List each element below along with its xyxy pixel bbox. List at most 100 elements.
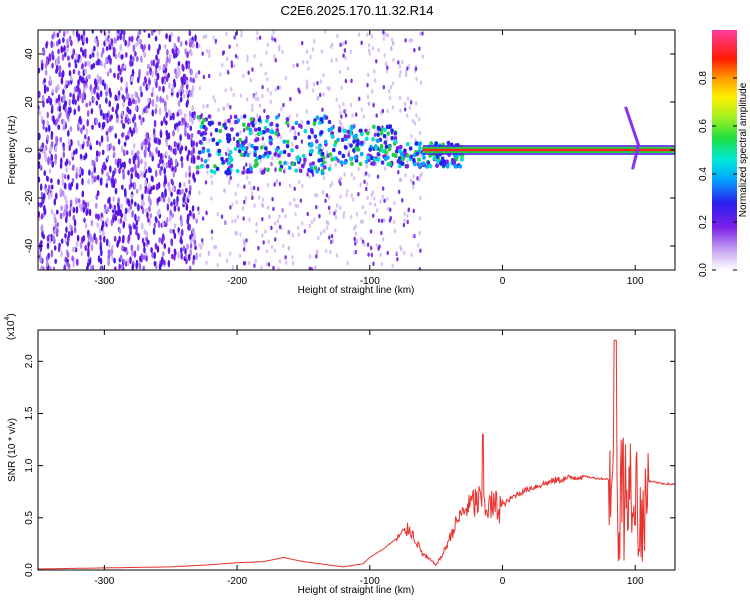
spectrogram-cell [150,92,154,98]
spectrogram-cell [344,145,348,150]
spectrogram-cell [145,107,149,114]
spectrogram-cell [81,168,84,176]
spectrogram-cell [77,53,81,60]
spectrogram-cell [136,244,140,252]
spectrogram-cell [346,188,349,194]
spectrogram-cell [184,145,188,152]
spectrogram-cell [133,250,137,258]
spectrogram-cell [187,149,191,156]
spectrogram-cell [344,56,347,61]
spectrogram-cell [93,45,96,52]
spectrogram-cell [220,214,224,219]
spectrogram-cell [328,210,331,215]
spectrogram-cell [389,84,393,90]
spectrogram-cell [274,221,277,226]
spectrogram-cell [53,198,57,206]
spectrogram-cell [132,158,136,165]
spectrogram-cell [203,159,208,164]
spectrogram-cell [148,142,151,149]
spectrogram-cell [343,172,346,177]
spectrogram-cell [394,149,399,154]
spectrogram-cell [136,56,139,62]
spectrogram-cell [228,251,232,256]
spectrogram-cell [264,71,267,77]
spectrogram-cell [73,226,77,234]
spectrogram-cell [331,238,335,244]
spectrogram-cell [136,155,140,162]
spectrogram-cell [330,42,334,47]
spectrogram-cell [358,128,363,133]
spectrogram-cell [458,164,463,169]
spectrogram-cell [195,165,200,170]
spectrogram-cell [159,152,163,161]
spectrogram-cell [261,216,264,222]
spectrogram-cell [40,265,43,270]
spectrogram-cell [370,34,373,39]
spectrogram-cell [418,163,422,168]
spectrogram-cell [42,192,46,200]
spectrogram-cell [137,232,140,241]
spectrogram-cell [202,104,205,109]
spectrogram-cell [47,124,51,133]
spectrogram-cell [295,113,299,118]
spectrogram-cell [137,160,141,166]
spectrogram-cell [55,136,59,143]
spectrogram-cell [117,51,121,59]
spectrogram-cell [338,177,341,182]
spectrogram-cell [350,78,353,84]
spectrogram-cell [379,252,382,258]
spectrogram-cell [85,102,88,108]
spectrogram-cell [346,129,351,135]
spectrogram-cell [43,77,47,84]
spectrogram-cell [105,56,108,65]
spectrogram-cell [366,195,369,201]
spectrogram-cell [351,197,355,202]
spectrogram-cell [50,40,54,49]
spectrogram-cell [137,173,140,180]
spectrogram-cell [63,208,67,215]
spectrogram-cell [197,206,200,212]
spectrogram-cell [349,49,353,55]
spectrogram-cell [229,205,232,210]
spectrogram-cell [364,136,369,141]
spectrogram-cell [95,237,98,245]
spectrogram-cell [38,176,41,183]
spectrogram-cell [38,211,41,218]
spectrogram-cell [397,60,400,65]
spectrogram-cell [159,131,163,139]
spectrogram-cell [340,85,343,90]
spectrogram-cell [185,203,189,211]
spectrogram-cell [381,186,385,191]
spectrogram-cell [390,37,394,42]
spectrogram-cell [255,221,258,227]
spectrogram-cell [258,195,261,200]
spectrogram-cell [208,49,211,55]
spectrogram-cell [125,150,129,156]
spectrogram-cell [50,108,54,114]
spectrogram-cell [68,35,72,42]
spectrogram-cell [38,108,41,115]
spectrogram-cell [106,71,110,77]
spectrogram-cell [168,82,171,90]
spectrogram-cell [248,127,252,132]
spectrogram-cell [254,96,258,102]
spectrogram-cell [347,152,350,158]
spectrogram-cell [132,127,136,134]
spectrogram-cell [195,170,200,175]
spectrogram-cell [102,121,106,128]
spectrogram-cell [242,166,246,171]
spectrogram-cell [168,37,172,43]
spectrogram-cell [388,161,392,167]
spectrogram-cell [60,189,64,196]
spectrogram-cell [147,183,151,190]
spectrogram-cell [335,253,339,258]
spectrogram-cell [84,134,87,140]
spectrogram-cell [406,96,410,101]
spectrogram-cell [121,54,124,60]
spectrogram-cell [220,156,224,162]
spectrogram-cell [180,219,183,227]
spectrogram-cell [196,155,201,160]
spectrogram-cell [387,144,392,150]
spectrogram-cell [253,152,257,158]
spectrogram-cell [75,52,78,61]
